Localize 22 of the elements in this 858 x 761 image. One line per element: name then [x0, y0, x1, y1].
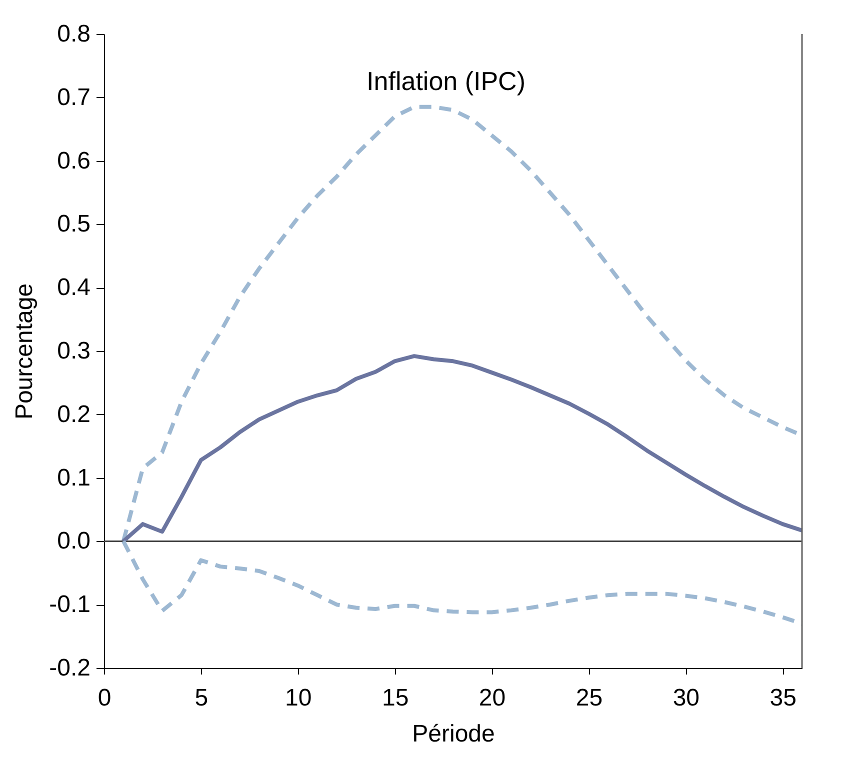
text: Inflation (IPC) — [366, 66, 526, 96]
x-tick-label: 0 — [98, 684, 112, 712]
y-tick-label: 0.7 — [57, 84, 90, 111]
y-tick-label: 0.2 — [57, 400, 90, 428]
x-tick-label: 20 — [478, 684, 506, 712]
x-tick-label: 35 — [770, 684, 796, 712]
y-tick-label: -0.2 — [49, 654, 90, 682]
y-tick-label: 0.0 — [57, 528, 90, 555]
y-tick-label: 0.4 — [57, 274, 90, 302]
x-tick-label: 10 — [285, 684, 312, 712]
x-tick-label: 5 — [194, 684, 208, 712]
x-tick-label: 30 — [672, 684, 700, 712]
y-tick-label: 0.8 — [57, 20, 90, 48]
x-axis-title: Période — [412, 720, 495, 748]
x-tick-label: 25 — [576, 684, 603, 712]
x-tick-label: 15 — [382, 684, 409, 712]
y-tick-label: 0.1 — [57, 464, 90, 492]
y-axis-title: Pourcentage — [11, 283, 38, 420]
y-tick-label: 0.5 — [57, 210, 90, 238]
y-tick-label: 0.6 — [57, 147, 90, 174]
y-tick-label: -0.1 — [49, 591, 90, 618]
y-tick-label: 0.3 — [57, 338, 90, 364]
